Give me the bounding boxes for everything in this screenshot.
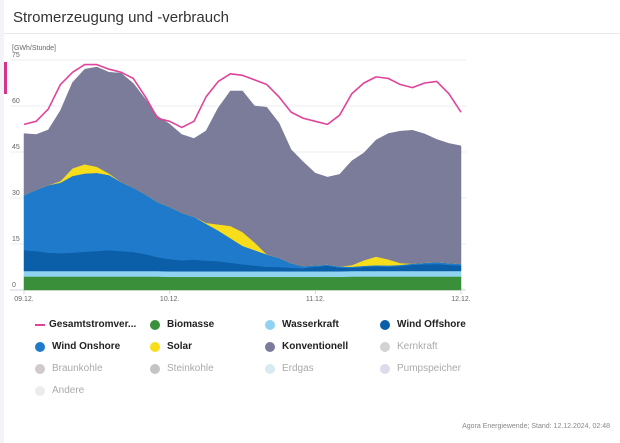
legend-item-wind-offshore[interactable]: Wind Offshore <box>380 319 466 330</box>
line-gesamtstromverbrauch[interactable] <box>23 63 462 129</box>
y-tick-label: 75 <box>12 52 20 59</box>
consumption-line <box>23 63 462 129</box>
legend-item-pumpspeicher[interactable]: Pumpspeicher <box>380 363 461 374</box>
y-tick-label: 15 <box>12 236 20 243</box>
legend-label: Erdgas <box>282 363 314 374</box>
legend-label: Braunkohle <box>52 363 103 374</box>
legend-label: Wind Offshore <box>397 319 466 330</box>
legend-item-kernkraft[interactable]: Kernkraft <box>380 341 438 352</box>
legend-item-solar[interactable]: Solar <box>150 341 192 352</box>
legend-swatch <box>150 341 160 352</box>
legend-swatch <box>150 319 160 330</box>
y-tick-label: 0 <box>12 282 16 289</box>
legend-label: Konventionell <box>282 341 349 352</box>
y-tick-label: 30 <box>12 190 20 197</box>
legend-label: Solar <box>167 341 193 352</box>
x-tick-label: 10.12. <box>160 296 180 303</box>
legend-swatch <box>265 319 275 330</box>
legend-label: Gesamtstromver... <box>49 319 137 330</box>
legend-item-andere[interactable]: Andere <box>35 385 84 396</box>
x-tick-label: 11.12. <box>306 296 325 303</box>
y-axis-label: [GWh/Stunde] <box>12 45 56 52</box>
legend-swatch <box>35 363 45 374</box>
legend-item-braunkohle[interactable]: Braunkohle <box>35 363 103 374</box>
source-footer: Agora Energiewende; Stand: 12.12.2024, 0… <box>462 423 610 430</box>
legend-label: Wasserkraft <box>282 319 339 330</box>
legend-swatch <box>35 385 45 396</box>
legend-item-konventionell[interactable]: Konventionell <box>265 341 348 352</box>
chart-title: Stromerzeugung und -verbrauch <box>13 9 229 26</box>
area-biomasse[interactable] <box>23 276 462 291</box>
legend-swatch <box>265 363 275 374</box>
legend-label: Andere <box>52 385 85 396</box>
stacked-areas <box>23 66 462 291</box>
y-tick-label: 60 <box>12 98 20 105</box>
legend-swatch <box>380 363 390 374</box>
area-wasserkraft[interactable] <box>23 270 462 278</box>
legend-label: Wind Onshore <box>52 341 121 352</box>
legend-swatch <box>380 341 390 352</box>
axes: 0 15 30 45 60 75[GWh/Stunde] 09.12. 10.12. 11.12… <box>12 45 471 303</box>
legend-item-gesamtstromver[interactable]: Gesamtstromver... <box>35 319 136 330</box>
legend-item-erdgas[interactable]: Erdgas <box>265 363 314 374</box>
y-tick-label: 45 <box>12 144 20 151</box>
legend-item-wasserkraft[interactable]: Wasserkraft <box>265 319 339 330</box>
legend-label: Steinkohle <box>167 363 214 374</box>
legend-swatch <box>35 341 45 352</box>
side-accent-bar <box>4 62 7 94</box>
legend-item-biomasse[interactable]: Biomasse <box>150 319 214 330</box>
area-konventionell[interactable] <box>23 66 462 267</box>
x-tick-label: 12.12. <box>451 296 471 303</box>
legend-swatch <box>35 323 45 326</box>
legend-item-wind-onshore[interactable]: Wind Onshore <box>35 341 120 352</box>
x-tick-label: 09.12. <box>14 296 34 303</box>
legend-label: Biomasse <box>167 319 215 330</box>
legend-label: Kernkraft <box>397 341 438 352</box>
legend-label: Pumpspeicher <box>397 363 461 374</box>
legend-swatch <box>150 363 160 374</box>
legend-swatch <box>265 341 275 352</box>
legend-item-steinkohle[interactable]: Steinkohle <box>150 363 214 374</box>
title-divider <box>4 33 620 34</box>
legend-swatch <box>380 319 390 330</box>
